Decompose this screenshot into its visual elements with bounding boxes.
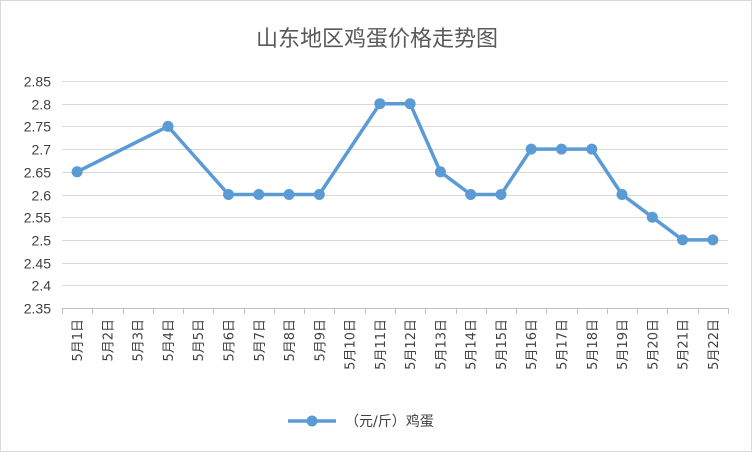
y-tick-label: 2.8 (32, 97, 52, 113)
data-point (434, 166, 446, 178)
data-point (283, 189, 295, 200)
data-point (707, 234, 719, 246)
x-tick-label: 5月13日 (434, 319, 449, 370)
legend: （元/斤）鸡蛋 (288, 413, 434, 430)
x-tick-label: 5月22日 (707, 319, 722, 370)
legend-series-marker (306, 415, 318, 427)
y-tick-label: 2.6 (32, 188, 52, 204)
legend-series-label: （元/斤）鸡蛋 (345, 413, 434, 430)
data-point (313, 189, 325, 200)
x-tick-label: 5月9日 (313, 319, 328, 362)
data-point (677, 234, 689, 246)
y-tick-label: 2.75 (24, 119, 51, 135)
y-tick-label: 2.7 (32, 142, 52, 158)
x-tick-label: 5月14日 (465, 319, 480, 370)
x-tick-label: 5月15日 (495, 319, 510, 370)
data-point (586, 143, 598, 155)
x-tick-label: 5月10日 (344, 319, 359, 370)
data-point (253, 189, 265, 200)
data-point (616, 189, 628, 200)
y-tick-label: 2.4 (32, 278, 52, 294)
x-tick-label: 5月11日 (374, 319, 389, 370)
data-point (646, 211, 658, 223)
y-tick-label: 2.55 (24, 210, 51, 226)
x-tick-label: 5月18日 (586, 319, 601, 370)
x-tick-label: 5月19日 (616, 319, 631, 370)
data-point (465, 189, 477, 200)
y-tick-label: 2.65 (24, 165, 51, 181)
data-point (162, 120, 174, 132)
y-tick-label: 2.45 (24, 256, 51, 272)
data-point (71, 166, 83, 178)
data-point (223, 189, 234, 200)
x-tick-label: 5月12日 (404, 319, 419, 370)
data-point (525, 143, 537, 155)
x-tick-label: 5月8日 (283, 319, 298, 362)
x-tick-label: 5月2日 (101, 319, 116, 362)
series-layer (71, 98, 719, 246)
y-axis-ticks: 2.35 2.4 2.45 2.5 2.55 2.6 2.65 2.7 2.75 2.8 2.85 (24, 74, 51, 317)
data-point (556, 143, 567, 155)
x-tick-label: 5月4日 (162, 319, 177, 362)
data-point (374, 98, 386, 110)
x-tick-label: 5月17日 (556, 319, 571, 370)
chart-title: 山东地区鸡蛋价格走势图 (256, 27, 498, 52)
x-tick-label: 5月6日 (223, 319, 238, 362)
x-tick-label: 5月20日 (646, 319, 661, 370)
y-tick-label: 2.85 (24, 74, 51, 90)
x-tick-label: 5月1日 (71, 319, 86, 362)
gridlines (62, 81, 728, 286)
data-point (404, 98, 416, 110)
x-tick-label: 5月21日 (677, 319, 692, 370)
x-tick-label: 5月16日 (525, 319, 540, 370)
x-axis: 5月1日 5月2日 5月3日 5月4日 5月5日 5月6日 5月7日 5月8日 5月9日 5月10… (62, 308, 729, 370)
x-tick-label: 5月5日 (192, 319, 207, 362)
x-tick-label: 5月3日 (132, 319, 147, 362)
data-point (495, 189, 507, 200)
y-tick-label: 2.35 (24, 301, 51, 317)
y-tick-label: 2.5 (32, 233, 52, 249)
x-tick-label: 5月7日 (253, 319, 268, 362)
